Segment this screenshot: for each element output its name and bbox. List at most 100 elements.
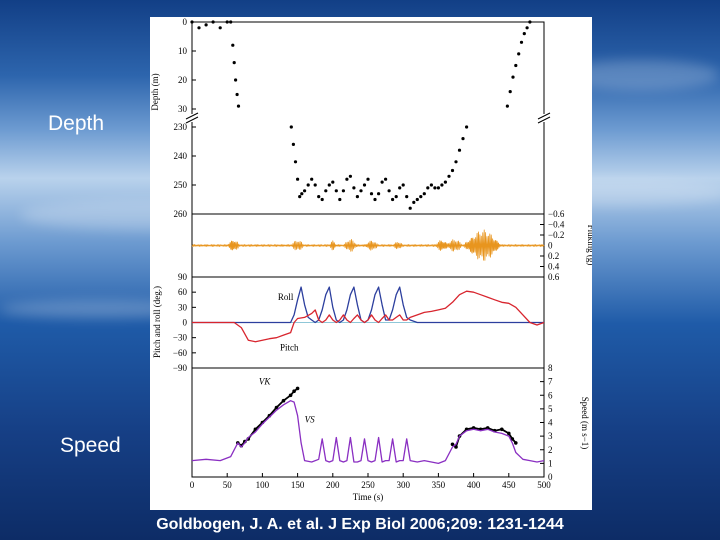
vk-point <box>485 426 490 430</box>
depth-point <box>461 137 465 141</box>
depth-point <box>231 43 235 47</box>
depth-point <box>313 183 317 187</box>
time-tick-label: 50 <box>223 480 233 490</box>
fluking-tick-label: 0.2 <box>548 251 559 261</box>
fluking-panel: −0.6−0.4−0.200.20.40.6 Fluking (g) <box>191 209 592 282</box>
depth-tick-label: 260 <box>174 209 188 219</box>
pitch-roll-tick-label: −30 <box>173 333 188 343</box>
depth-point <box>412 200 416 204</box>
depth-point <box>528 20 532 24</box>
time-tick-label: 450 <box>502 480 516 490</box>
depth-tick-label: 0 <box>183 17 188 27</box>
time-tick-label: 200 <box>326 480 340 490</box>
depth-point <box>465 125 469 129</box>
depth-point <box>454 160 458 164</box>
vk-point <box>274 405 279 410</box>
fluking-tick-label: 0 <box>548 241 553 251</box>
speed-tick-label: 3 <box>548 431 553 441</box>
vk-point <box>471 426 476 430</box>
depth-point <box>291 142 295 146</box>
depth-point <box>348 174 352 178</box>
speed-tick-label: 2 <box>548 445 553 455</box>
depth-point <box>352 186 356 190</box>
depth-point <box>405 195 409 199</box>
speed-tick-label: 8 <box>548 363 553 373</box>
vk-point <box>450 442 455 447</box>
speed-tick-label: 0 <box>548 472 553 482</box>
speed-tick-label: 1 <box>548 458 553 468</box>
vk-point <box>281 398 286 403</box>
axis-break-mark <box>185 112 199 120</box>
vs-annotation: VS <box>305 415 315 425</box>
time-tick-label: 400 <box>467 480 481 490</box>
depth-point <box>522 32 526 36</box>
pitch-roll-tick-label: 0 <box>183 318 188 328</box>
depth-point <box>204 23 208 27</box>
axis-break-mark <box>537 116 551 124</box>
speed-tick-label: 6 <box>548 390 553 400</box>
speed-tick-label: 4 <box>548 418 553 428</box>
depth-point <box>443 180 447 184</box>
depth-point <box>511 75 515 79</box>
depth-tick-label: 30 <box>178 104 188 114</box>
pitch-line <box>192 290 545 343</box>
fluking-line <box>191 229 545 261</box>
depth-point <box>218 26 222 30</box>
speed-label: Speed <box>60 434 121 457</box>
depth-panel: 0 10 20 30 230 240 250 260 Depth (m) <box>150 17 551 219</box>
pitch-roll-tick-label: 60 <box>178 287 188 297</box>
depth-point <box>508 90 512 94</box>
depth-point <box>377 192 381 196</box>
depth-point <box>422 192 426 196</box>
time-tick-label: 0 <box>190 480 195 490</box>
depth-point <box>387 189 391 193</box>
depth-point <box>369 192 374 196</box>
depth-point <box>447 174 451 178</box>
depth-point <box>289 125 293 129</box>
depth-label: Depth <box>48 112 105 135</box>
time-axis-label: Time (s) <box>353 492 383 502</box>
fluking-tick-label: −0.4 <box>548 220 565 230</box>
depth-point <box>225 20 229 24</box>
speed-panel: 0 1 2 3 4 5 6 7 8 VK VS Speed (m s−1) <box>191 363 590 482</box>
depth-point <box>320 197 324 202</box>
depth-tick-label: 10 <box>178 46 188 56</box>
axis-break-mark <box>537 112 551 120</box>
roll-annotation: Roll <box>278 292 294 302</box>
depth-point <box>519 40 524 44</box>
depth-point <box>436 186 440 190</box>
citation: Goldbogen, J. A. et al. J Exp Biol 2006;… <box>156 516 564 533</box>
depth-point <box>334 189 338 193</box>
fluking-tick-label: −0.2 <box>548 230 564 240</box>
depth-point <box>391 197 395 202</box>
depth-point <box>415 197 419 202</box>
depth-tick-label: 20 <box>178 75 188 85</box>
depth-point <box>331 180 335 184</box>
vk-point <box>507 431 511 436</box>
time-tick-label: 500 <box>537 480 551 490</box>
time-tick-label: 100 <box>256 480 270 490</box>
depth-point <box>433 186 437 190</box>
depth-point <box>298 195 302 199</box>
pitch-annotation: Pitch <box>280 342 299 352</box>
fluking-tick-label: 0.6 <box>548 272 560 282</box>
depth-point <box>293 160 298 164</box>
depth-axis-label: Depth (m) <box>150 73 160 110</box>
pitch-roll-tick-label: 90 <box>178 272 188 282</box>
depth-tick-label: 230 <box>174 122 188 132</box>
depth-point <box>426 186 430 190</box>
time-axis: 0 50 100 150 200 250 300 350 400 450 500 Time (s) <box>190 473 551 502</box>
time-tick-label: 350 <box>432 480 446 490</box>
vk-point <box>500 427 504 432</box>
depth-point <box>362 183 367 187</box>
depth-point <box>324 189 328 193</box>
speed-axis-label: Speed (m s−1) <box>580 397 590 450</box>
fluking-axis-label: Fluking (g) <box>586 225 592 266</box>
depth-point <box>310 177 314 181</box>
time-tick-label: 300 <box>396 480 410 490</box>
depth-point <box>394 195 398 199</box>
depth-point <box>429 183 433 187</box>
depth-point <box>408 206 412 210</box>
depth-point <box>373 197 377 202</box>
